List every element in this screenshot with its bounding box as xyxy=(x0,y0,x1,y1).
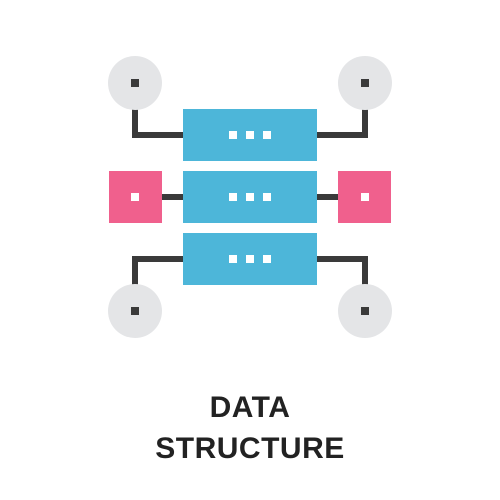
corner-node-bottom-right xyxy=(338,284,392,338)
corner-node-top-right xyxy=(338,56,392,110)
corner-node-top-left xyxy=(108,56,162,110)
connector-top-left xyxy=(132,107,186,138)
title-line-1: DATA xyxy=(209,391,291,424)
side-node-right xyxy=(338,171,391,223)
connector-lines xyxy=(132,107,368,286)
server-unit-bottom xyxy=(183,233,317,285)
server-unit-top xyxy=(183,109,317,161)
data-structure-illustration xyxy=(108,56,392,338)
side-node-left xyxy=(109,171,162,223)
server-unit-middle xyxy=(183,171,317,223)
connector-bottom-left xyxy=(132,256,186,286)
connector-top-right xyxy=(314,107,368,138)
data-structure-icon xyxy=(108,56,392,338)
title-line-2: STRUCTURE xyxy=(155,432,345,465)
connector-bottom-right xyxy=(314,256,368,286)
corner-node-bottom-left xyxy=(108,284,162,338)
